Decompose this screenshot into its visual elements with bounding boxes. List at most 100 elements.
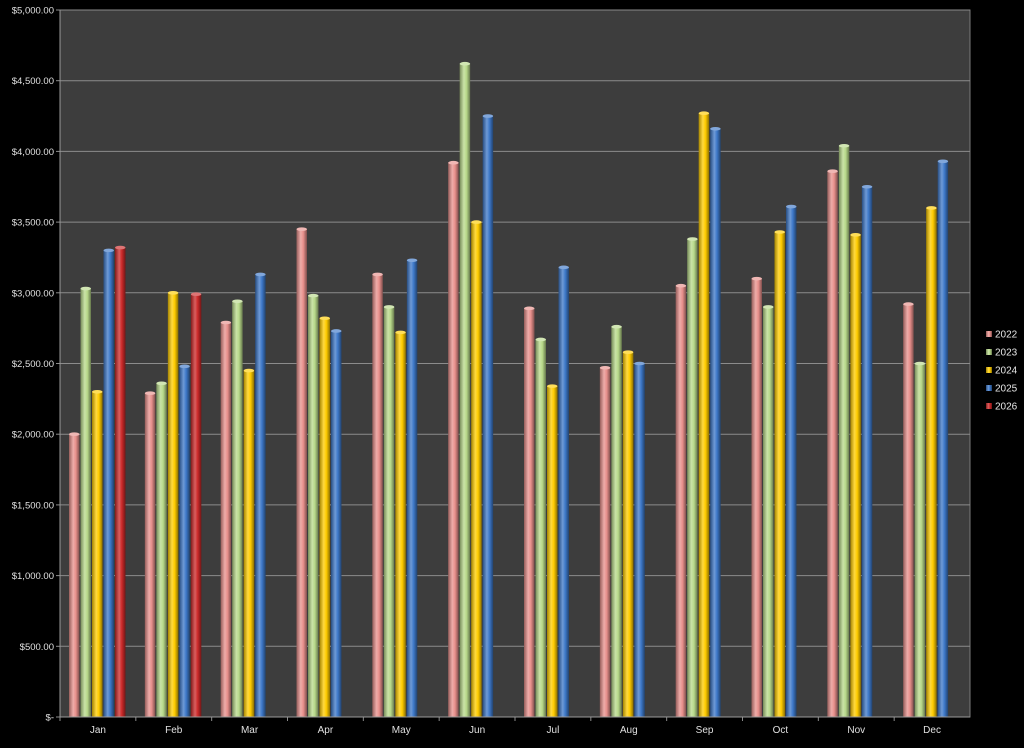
legend-swatch-2024: [986, 367, 992, 373]
bar-2025-dec: [937, 161, 949, 718]
bar-cap: [406, 258, 418, 263]
y-tick-label: $2,000.00: [12, 430, 54, 441]
bar-cap: [482, 114, 494, 118]
bar-2023-nov: [838, 145, 850, 717]
bar-cap: [92, 389, 103, 394]
legend-label-2022: 2022: [995, 330, 1018, 341]
x-tick-label: Dec: [923, 725, 941, 736]
bar-2024-sep: [698, 113, 710, 718]
bar-2022-oct: [751, 278, 762, 717]
bar-cap: [622, 350, 634, 354]
y-tick-label: $4,500.00: [12, 76, 54, 87]
bar-2025-mar: [255, 274, 266, 717]
bar-cap: [80, 286, 91, 291]
y-tick-label: $-: [46, 713, 54, 724]
bar-cap: [308, 293, 319, 298]
bar-cap: [558, 265, 569, 270]
bar-2023-jul: [535, 339, 546, 717]
bar-cap: [774, 230, 785, 234]
bar-2025-may: [406, 260, 418, 717]
bar-2023-aug: [611, 326, 622, 717]
legend-swatch-2025: [986, 385, 992, 391]
y-tick-label: $2,500.00: [12, 359, 54, 370]
bar-2025-sep: [710, 128, 721, 717]
bar-cap: [861, 184, 873, 189]
bar-cap: [524, 306, 535, 311]
bar-cap: [547, 384, 558, 388]
bar-cap: [69, 432, 80, 437]
bar-cap: [937, 159, 949, 164]
y-tick-label: $5,000.00: [12, 6, 54, 17]
y-tick-label: $1,000.00: [12, 571, 54, 582]
bar-cap: [850, 233, 861, 237]
bar-2023-dec: [914, 363, 926, 717]
y-tick-label: $4,000.00: [12, 147, 54, 158]
bar-cap: [383, 305, 395, 309]
bar-cap: [220, 320, 232, 325]
bar-cap: [535, 337, 546, 342]
x-tick-label: Mar: [241, 725, 259, 736]
legend-swatch-2022: [986, 331, 992, 337]
bar-2022-jun: [448, 162, 459, 717]
bar-2026-feb: [190, 294, 202, 717]
x-tick-label: Feb: [165, 725, 183, 736]
bar-2022-jul: [524, 308, 535, 717]
bar-2022-may: [372, 274, 383, 717]
y-tick-label: $1,500.00: [12, 500, 54, 511]
bar-cap: [167, 291, 179, 295]
bar-2022-sep: [675, 285, 687, 717]
bar-cap: [179, 364, 190, 369]
bar-cap: [115, 245, 126, 250]
bar-cap: [599, 365, 611, 370]
bar-2023-jun: [459, 63, 471, 718]
bar-cap: [319, 316, 330, 321]
bar-2025-apr: [331, 330, 342, 717]
bar-2025-feb: [179, 366, 190, 717]
bar-2024-aug: [622, 352, 634, 717]
bar-cap: [763, 305, 774, 309]
bar-2022-aug: [599, 367, 611, 717]
bar-2022-dec: [903, 304, 914, 717]
x-tick-label: May: [392, 725, 411, 736]
bar-cap: [156, 381, 167, 386]
bar-2022-apr: [296, 229, 307, 718]
bar-2022-mar: [220, 322, 232, 717]
x-tick-label: Jan: [90, 725, 106, 736]
legend-swatch-2023: [986, 349, 992, 355]
legend-label-2026: 2026: [995, 402, 1018, 413]
bar-cap: [634, 361, 645, 366]
x-tick-label: Aug: [620, 725, 638, 736]
bar-2024-feb: [167, 292, 179, 717]
bar-cap: [838, 143, 850, 148]
bar-2023-oct: [763, 306, 774, 717]
bar-cap: [926, 206, 937, 210]
bar-cap: [232, 299, 243, 304]
legend-label-2025: 2025: [995, 384, 1018, 395]
y-tick-label: $3,500.00: [12, 218, 54, 229]
bar-cap: [710, 126, 721, 131]
bar-cap: [459, 61, 471, 66]
bar-cap: [448, 160, 459, 165]
bar-2023-sep: [687, 239, 698, 717]
x-tick-label: Oct: [773, 725, 789, 736]
bar-cap: [103, 248, 114, 253]
bar-cap: [611, 324, 622, 329]
bar-cap: [698, 111, 710, 116]
bar-2025-jul: [558, 267, 569, 717]
bar-2024-oct: [774, 231, 785, 718]
bar-2025-nov: [861, 186, 873, 717]
bar-2024-mar: [243, 370, 255, 717]
bar-2022-feb: [144, 393, 156, 717]
bar-2022-jan: [69, 434, 80, 717]
bar-2026-jan: [115, 247, 126, 717]
bar-2025-jan: [103, 250, 114, 717]
bar-cap: [255, 272, 266, 277]
bar-cap: [243, 368, 255, 373]
bar-cap: [786, 204, 797, 209]
x-tick-label: Jul: [547, 725, 560, 736]
bar-2024-may: [395, 332, 406, 717]
legend-label-2024: 2024: [995, 366, 1018, 377]
bar-2023-feb: [156, 383, 167, 717]
bar-2023-may: [383, 306, 395, 717]
